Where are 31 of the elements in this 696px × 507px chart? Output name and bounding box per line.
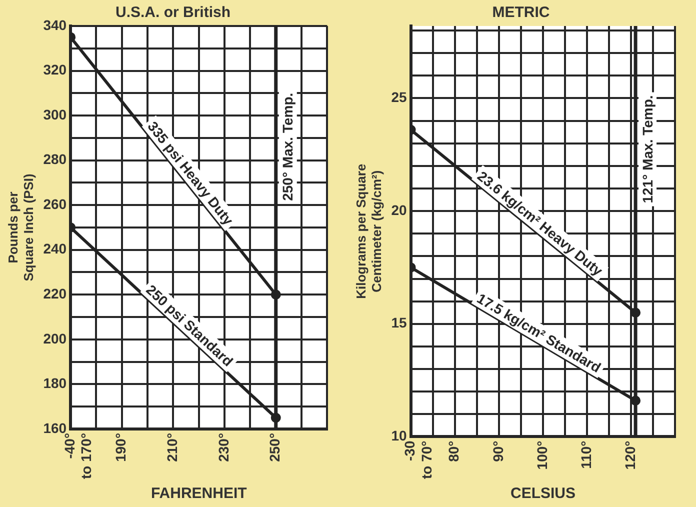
y-tick-label: 25 (391, 89, 407, 106)
y-tick-label: 20 (391, 202, 407, 218)
x-tick-label: 230° (215, 432, 232, 462)
y-tick-label: 220 (43, 285, 67, 302)
x-axis-title: FAHRENHEIT (150, 485, 247, 502)
x-axis-title: CELSIUS (510, 485, 576, 502)
chart-title: U.S.A. or British (115, 4, 231, 22)
y-tick-label: 200 (43, 330, 67, 346)
x-tick-label: -30 to 70° (402, 440, 434, 480)
x-tick-label: 190° (112, 432, 129, 462)
x-tick-label: 80° (446, 440, 462, 462)
x-tick-label: 110° (578, 440, 594, 469)
x-tick-label: 250° (266, 432, 283, 462)
x-tick-label: 100° (534, 440, 550, 470)
y-axis-title: Pounds per Square Inch (PSI) (5, 174, 36, 282)
ref-line-label: 121° Max. Temp. (639, 95, 656, 204)
y-axis-title: Kilograms per Square Centimeter (kg/cm²) (353, 164, 384, 299)
x-tick-label: 120° (622, 440, 638, 470)
y-tick-label: 320 (43, 62, 67, 78)
y-tick-label: 240 (43, 240, 67, 257)
y-tick-label: 180 (43, 375, 67, 392)
y-tick-label: 15 (391, 314, 407, 331)
y-tick-label: 300 (43, 106, 67, 122)
y-tick-label: 260 (43, 196, 67, 212)
chart-title: METRIC (492, 4, 550, 22)
x-tick-label: 210° (164, 432, 180, 462)
ref-line-label: 250° Max. Temp. (280, 92, 296, 201)
y-tick-label: 280 (43, 151, 67, 168)
y-tick-label: 340 (43, 16, 67, 33)
x-tick-label: 90° (490, 440, 506, 462)
x-tick-label: -40° to 170° (61, 432, 94, 479)
